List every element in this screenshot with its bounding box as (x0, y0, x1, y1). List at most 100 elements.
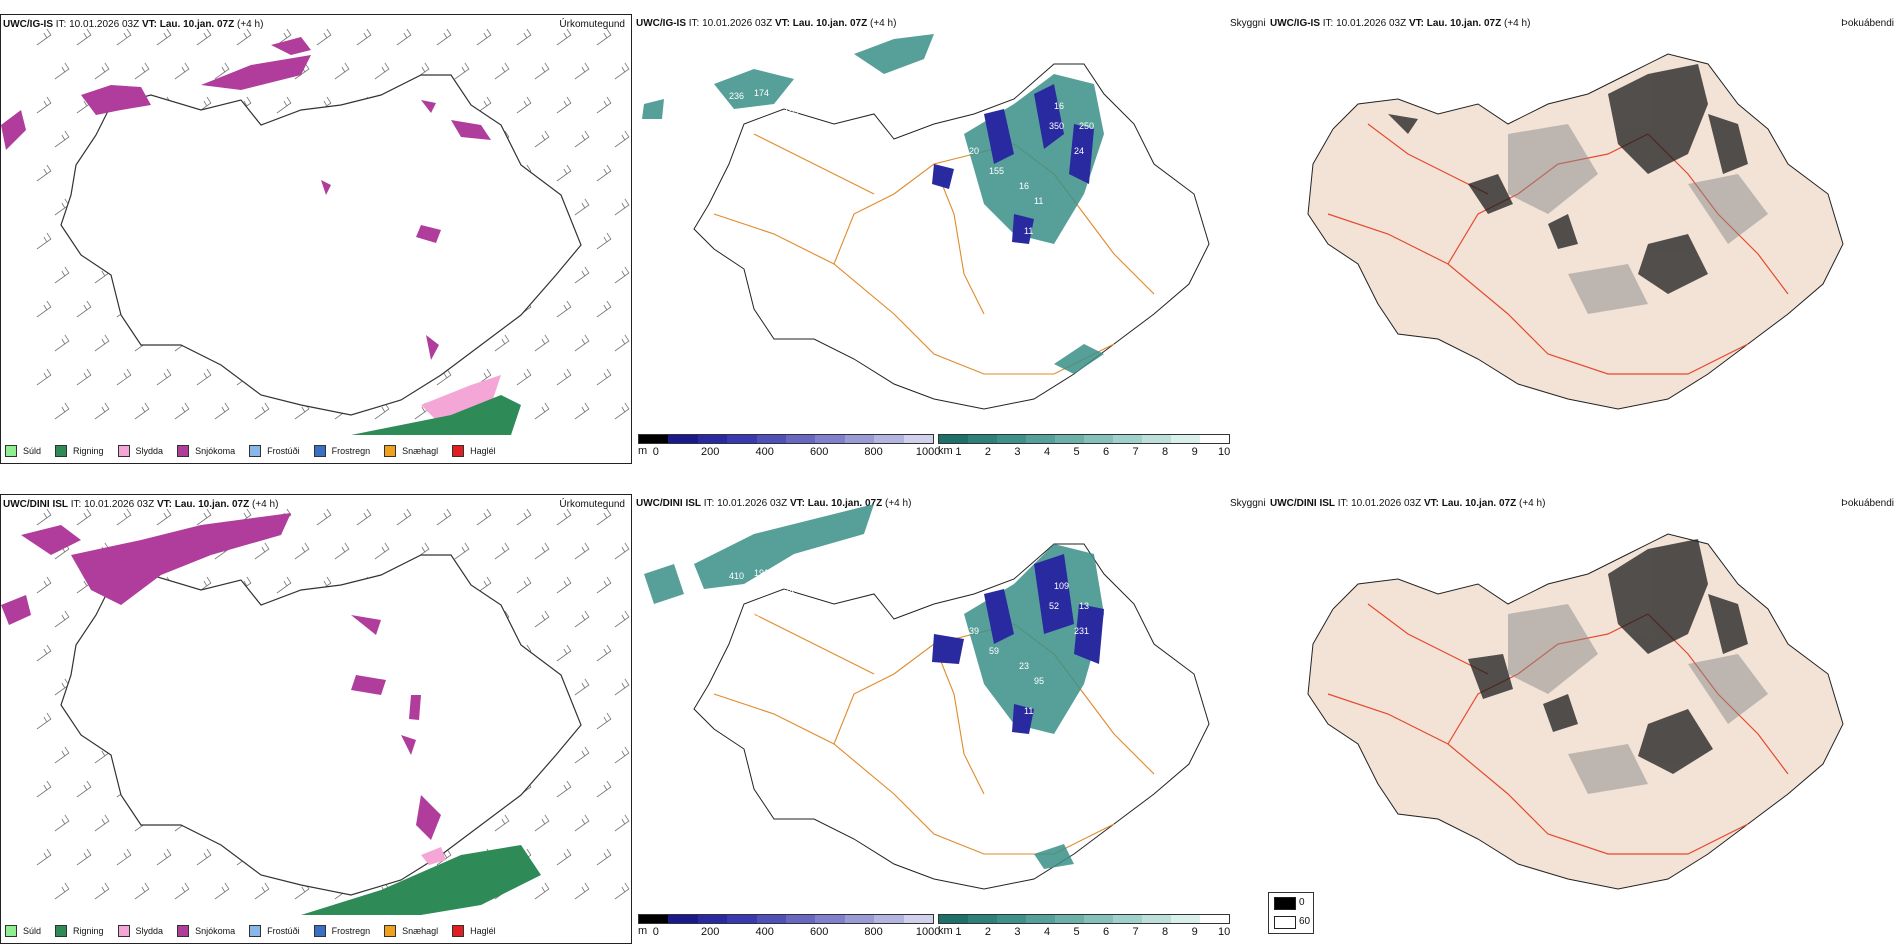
wind-barb (534, 542, 550, 560)
wind-barb (54, 746, 70, 764)
wind-barb (574, 542, 590, 560)
scale-color (815, 435, 845, 443)
scale-color (756, 915, 787, 923)
cloudbase-label: 11 (1034, 196, 1043, 206)
legend-item: Haglél (452, 445, 496, 457)
cloudbase-label: 109 (1054, 581, 1069, 591)
cloudbase-unit: m (638, 445, 648, 457)
scale-color (1055, 915, 1084, 923)
legend-label: Haglél (470, 446, 496, 456)
legend-label: Slydda (135, 926, 164, 936)
scale-color (1026, 435, 1055, 443)
wind-barb (76, 368, 92, 386)
scale-color (1142, 435, 1171, 443)
wind-barb (54, 266, 70, 284)
legend-item: Haglél (452, 925, 496, 937)
precip-panel-top: UWC/IG-IS IT: 10.01.2026 03Z VT: Lau. 10… (0, 14, 632, 464)
wind-barb (574, 198, 590, 216)
wind-barb (356, 28, 372, 46)
visibility-title-bottom: Skyggni (1230, 498, 1266, 509)
fog-areas (1388, 64, 1748, 294)
scale-tick: 1 (955, 446, 962, 458)
wind-barb (214, 402, 230, 420)
cloudbase-label: 109 (1042, 776, 1057, 786)
legend-label: Frostúði (267, 446, 300, 456)
cloudbase-label: 158 (869, 556, 884, 566)
wind-barb (54, 62, 70, 80)
panel-header: UWC/IG-IS IT: 10.01.2026 03Z VT: Lau. 10… (1270, 18, 1530, 29)
legend-swatch (117, 925, 130, 937)
legend-label: Rigning (73, 446, 104, 456)
cloudbase-label: 220 (744, 611, 759, 621)
wind-barb (54, 334, 70, 352)
precip-legend: Súld Rigning Slydda Snjókoma Frostúði Frostre… (5, 445, 496, 457)
wind-barb (516, 96, 532, 114)
wind-barb (94, 62, 110, 80)
valid-time: Lau. 10.jan. 07Z (174, 499, 250, 510)
scale-tick: 1000 (915, 446, 941, 458)
wind-barb (534, 882, 550, 900)
wind-barb (476, 96, 492, 114)
cloudbase-label: 59 (989, 646, 999, 656)
scale-color (668, 915, 698, 923)
wind-barb (156, 28, 172, 46)
legend-swatch (177, 925, 190, 937)
wind-barb (254, 882, 270, 900)
vt-label: VT: (141, 19, 157, 30)
cloudbase-label: 15 (744, 131, 754, 141)
snow-areas (1, 37, 491, 360)
cloudbase-label: 16 (994, 736, 1004, 746)
wind-barb (574, 746, 590, 764)
wind-barb (276, 96, 292, 114)
model-name: UWC/DINI ISL (636, 498, 701, 509)
legend-swatch (117, 445, 130, 457)
precip-legend: Súld Rigning Slydda Snjókoma Frostúði Frostre… (5, 925, 496, 937)
param-title: Úrkomutegund (559, 19, 625, 30)
legend-item: Frostregn (313, 445, 370, 457)
wind-barb (94, 814, 110, 832)
scale-color (874, 435, 904, 443)
valid-time: Lau. 10.jan. 07Z (159, 19, 235, 30)
scale-color (727, 435, 757, 443)
scale-color (1084, 915, 1113, 923)
scale-color (697, 915, 728, 923)
wind-barb (614, 610, 630, 628)
init-time: IT: 10.01.2026 03Z (55, 19, 140, 30)
wind-barb (614, 62, 630, 80)
scale-color (756, 435, 787, 443)
scale-tick: 3 (1014, 926, 1021, 938)
wind-barb (454, 542, 470, 560)
wind-barb (134, 882, 150, 900)
legend-label: Snjókoma (195, 446, 236, 456)
wind-barb (276, 28, 292, 46)
wind-barb (116, 508, 132, 526)
scale-color (1113, 915, 1142, 923)
wind-barb (94, 334, 110, 352)
model-name: UWC/DINI ISL (3, 499, 68, 510)
wind-barb (494, 62, 510, 80)
legend-item: Snæhagl (384, 925, 438, 937)
scale-color (1084, 435, 1113, 443)
scale-color (997, 915, 1026, 923)
scale-color (668, 435, 698, 443)
param-title: Þokuábendi (1841, 18, 1894, 29)
legend-label: Snæhagl (402, 446, 439, 456)
param-title: Þokuábendi (1841, 498, 1894, 509)
cloudbase-label: 410 (729, 571, 744, 581)
cloudbase-label: 111 (994, 256, 1008, 266)
scale-color (1200, 915, 1229, 923)
cloudbase-label: 11 (1024, 706, 1033, 716)
wind-barb (476, 28, 492, 46)
wind-barb (596, 164, 612, 182)
legend-item: Súld (5, 925, 41, 937)
cloudbase-label: 174 (754, 88, 769, 98)
wind-barb (556, 848, 572, 866)
wind-barb (556, 780, 572, 798)
legend-swatch (5, 445, 17, 457)
wind-barb (156, 848, 172, 866)
wind-barb (596, 848, 612, 866)
wind-barb (596, 300, 612, 318)
wind-barb (374, 542, 390, 560)
vt-label: VT: (1408, 18, 1424, 29)
